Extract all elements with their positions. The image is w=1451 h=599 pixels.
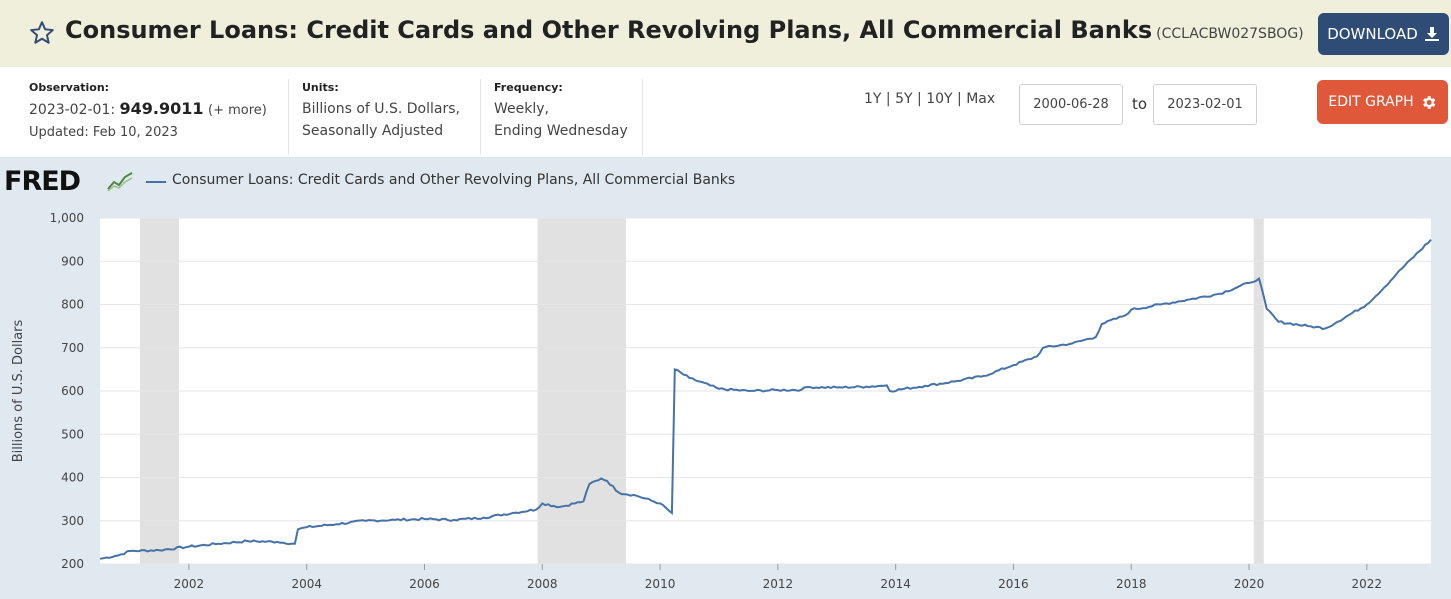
y-tick-label: 400 — [61, 471, 84, 485]
download-icon — [1424, 27, 1439, 41]
fred-graph-icon — [106, 169, 134, 193]
info-bar: Observation: 2023-02-01: 949.9011 (+ mor… — [0, 67, 1451, 157]
divider — [642, 79, 643, 155]
x-tick-label: 2010 — [645, 577, 676, 591]
frequency-line2: Ending Wednesday — [494, 123, 628, 139]
observation-panel: Observation: 2023-02-01: 949.9011 (+ mor… — [29, 81, 267, 144]
series-line — [99, 238, 1432, 560]
header: Consumer Loans: Credit Cards and Other R… — [0, 0, 1451, 67]
x-tick-label: 2002 — [174, 577, 205, 591]
to-label: to — [1132, 95, 1148, 113]
updated-date: Updated: Feb 10, 2023 — [29, 125, 178, 140]
x-tick-label: 2008 — [527, 577, 558, 591]
chart-area: FRED Consumer Loans: Credit Cards and Ot… — [0, 157, 1451, 599]
range-1y[interactable]: 1Y — [864, 91, 882, 107]
x-tick-label: 2004 — [291, 577, 322, 591]
x-tick-label: 2016 — [998, 577, 1029, 591]
y-tick-label: 800 — [61, 298, 84, 312]
range-max[interactable]: Max — [966, 91, 996, 107]
fred-logo: FRED — [4, 166, 81, 197]
frequency-label: Frequency: — [494, 81, 563, 94]
divider — [480, 79, 481, 155]
more-link[interactable]: (+ more) — [208, 103, 267, 118]
download-button[interactable]: DOWNLOAD — [1318, 13, 1449, 55]
series-title-text: Consumer Loans: Credit Cards and Other R… — [65, 16, 1153, 44]
download-label: DOWNLOAD — [1327, 25, 1418, 43]
legend-label: Consumer Loans: Credit Cards and Other R… — [172, 172, 736, 188]
divider — [288, 79, 289, 155]
range-5y[interactable]: 5Y — [895, 91, 913, 107]
y-tick-label: 500 — [61, 427, 84, 441]
units-panel: Units: Billions of U.S. Dollars, Seasona… — [302, 81, 460, 142]
frequency-panel: Frequency: Weekly, Ending Wednesday — [494, 81, 628, 142]
y-tick-label: 900 — [61, 254, 84, 268]
range-10y[interactable]: 10Y — [926, 91, 953, 107]
units-label: Units: — [302, 81, 339, 94]
units-line1: Billions of U.S. Dollars, — [302, 101, 460, 117]
y-tick-label: 200 — [61, 557, 84, 571]
y-tick-label: 300 — [61, 514, 84, 528]
edit-graph-button[interactable]: EDIT GRAPH — [1317, 80, 1448, 124]
x-tick-label: 2014 — [880, 577, 911, 591]
y-tick-label: 600 — [61, 384, 84, 398]
x-tick-label: 2006 — [409, 577, 440, 591]
legend-swatch — [146, 181, 166, 183]
page-title: Consumer Loans: Credit Cards and Other R… — [65, 16, 1304, 44]
y-axis-label: Billions of U.S. Dollars — [11, 319, 26, 462]
line-chart: 200 300 400 500 600 700 800 900 1,000 2002 2004 20… — [11, 211, 1432, 591]
x-tick-label: 2022 — [1352, 577, 1383, 591]
edit-graph-label: EDIT GRAPH — [1328, 94, 1414, 110]
end-date-input[interactable]: 2023-02-01 — [1153, 84, 1257, 125]
start-date-input[interactable]: 2000-06-28 — [1019, 84, 1123, 125]
frequency-line1: Weekly, — [494, 101, 549, 117]
x-tick-label: 2020 — [1234, 577, 1265, 591]
y-tick-label: 1,000 — [50, 211, 84, 225]
observation-line: 2023-02-01: 949.9011 (+ more) — [29, 98, 267, 122]
gear-icon — [1422, 95, 1435, 109]
observation-label: Observation: — [29, 81, 110, 94]
x-tick-label: 2018 — [1116, 577, 1147, 591]
series-id: (CCLACBW027SBOG) — [1156, 26, 1304, 42]
y-tick-label: 700 — [61, 341, 84, 355]
x-tick-label: 2012 — [763, 577, 794, 591]
star-icon[interactable] — [29, 20, 55, 46]
observation-value: 949.9011 — [119, 99, 204, 118]
observation-date: 2023-02-01: — [29, 102, 116, 118]
units-line2: Seasonally Adjusted — [302, 123, 444, 139]
range-selector: 1Y | 5Y | 10Y | Max — [864, 91, 996, 107]
